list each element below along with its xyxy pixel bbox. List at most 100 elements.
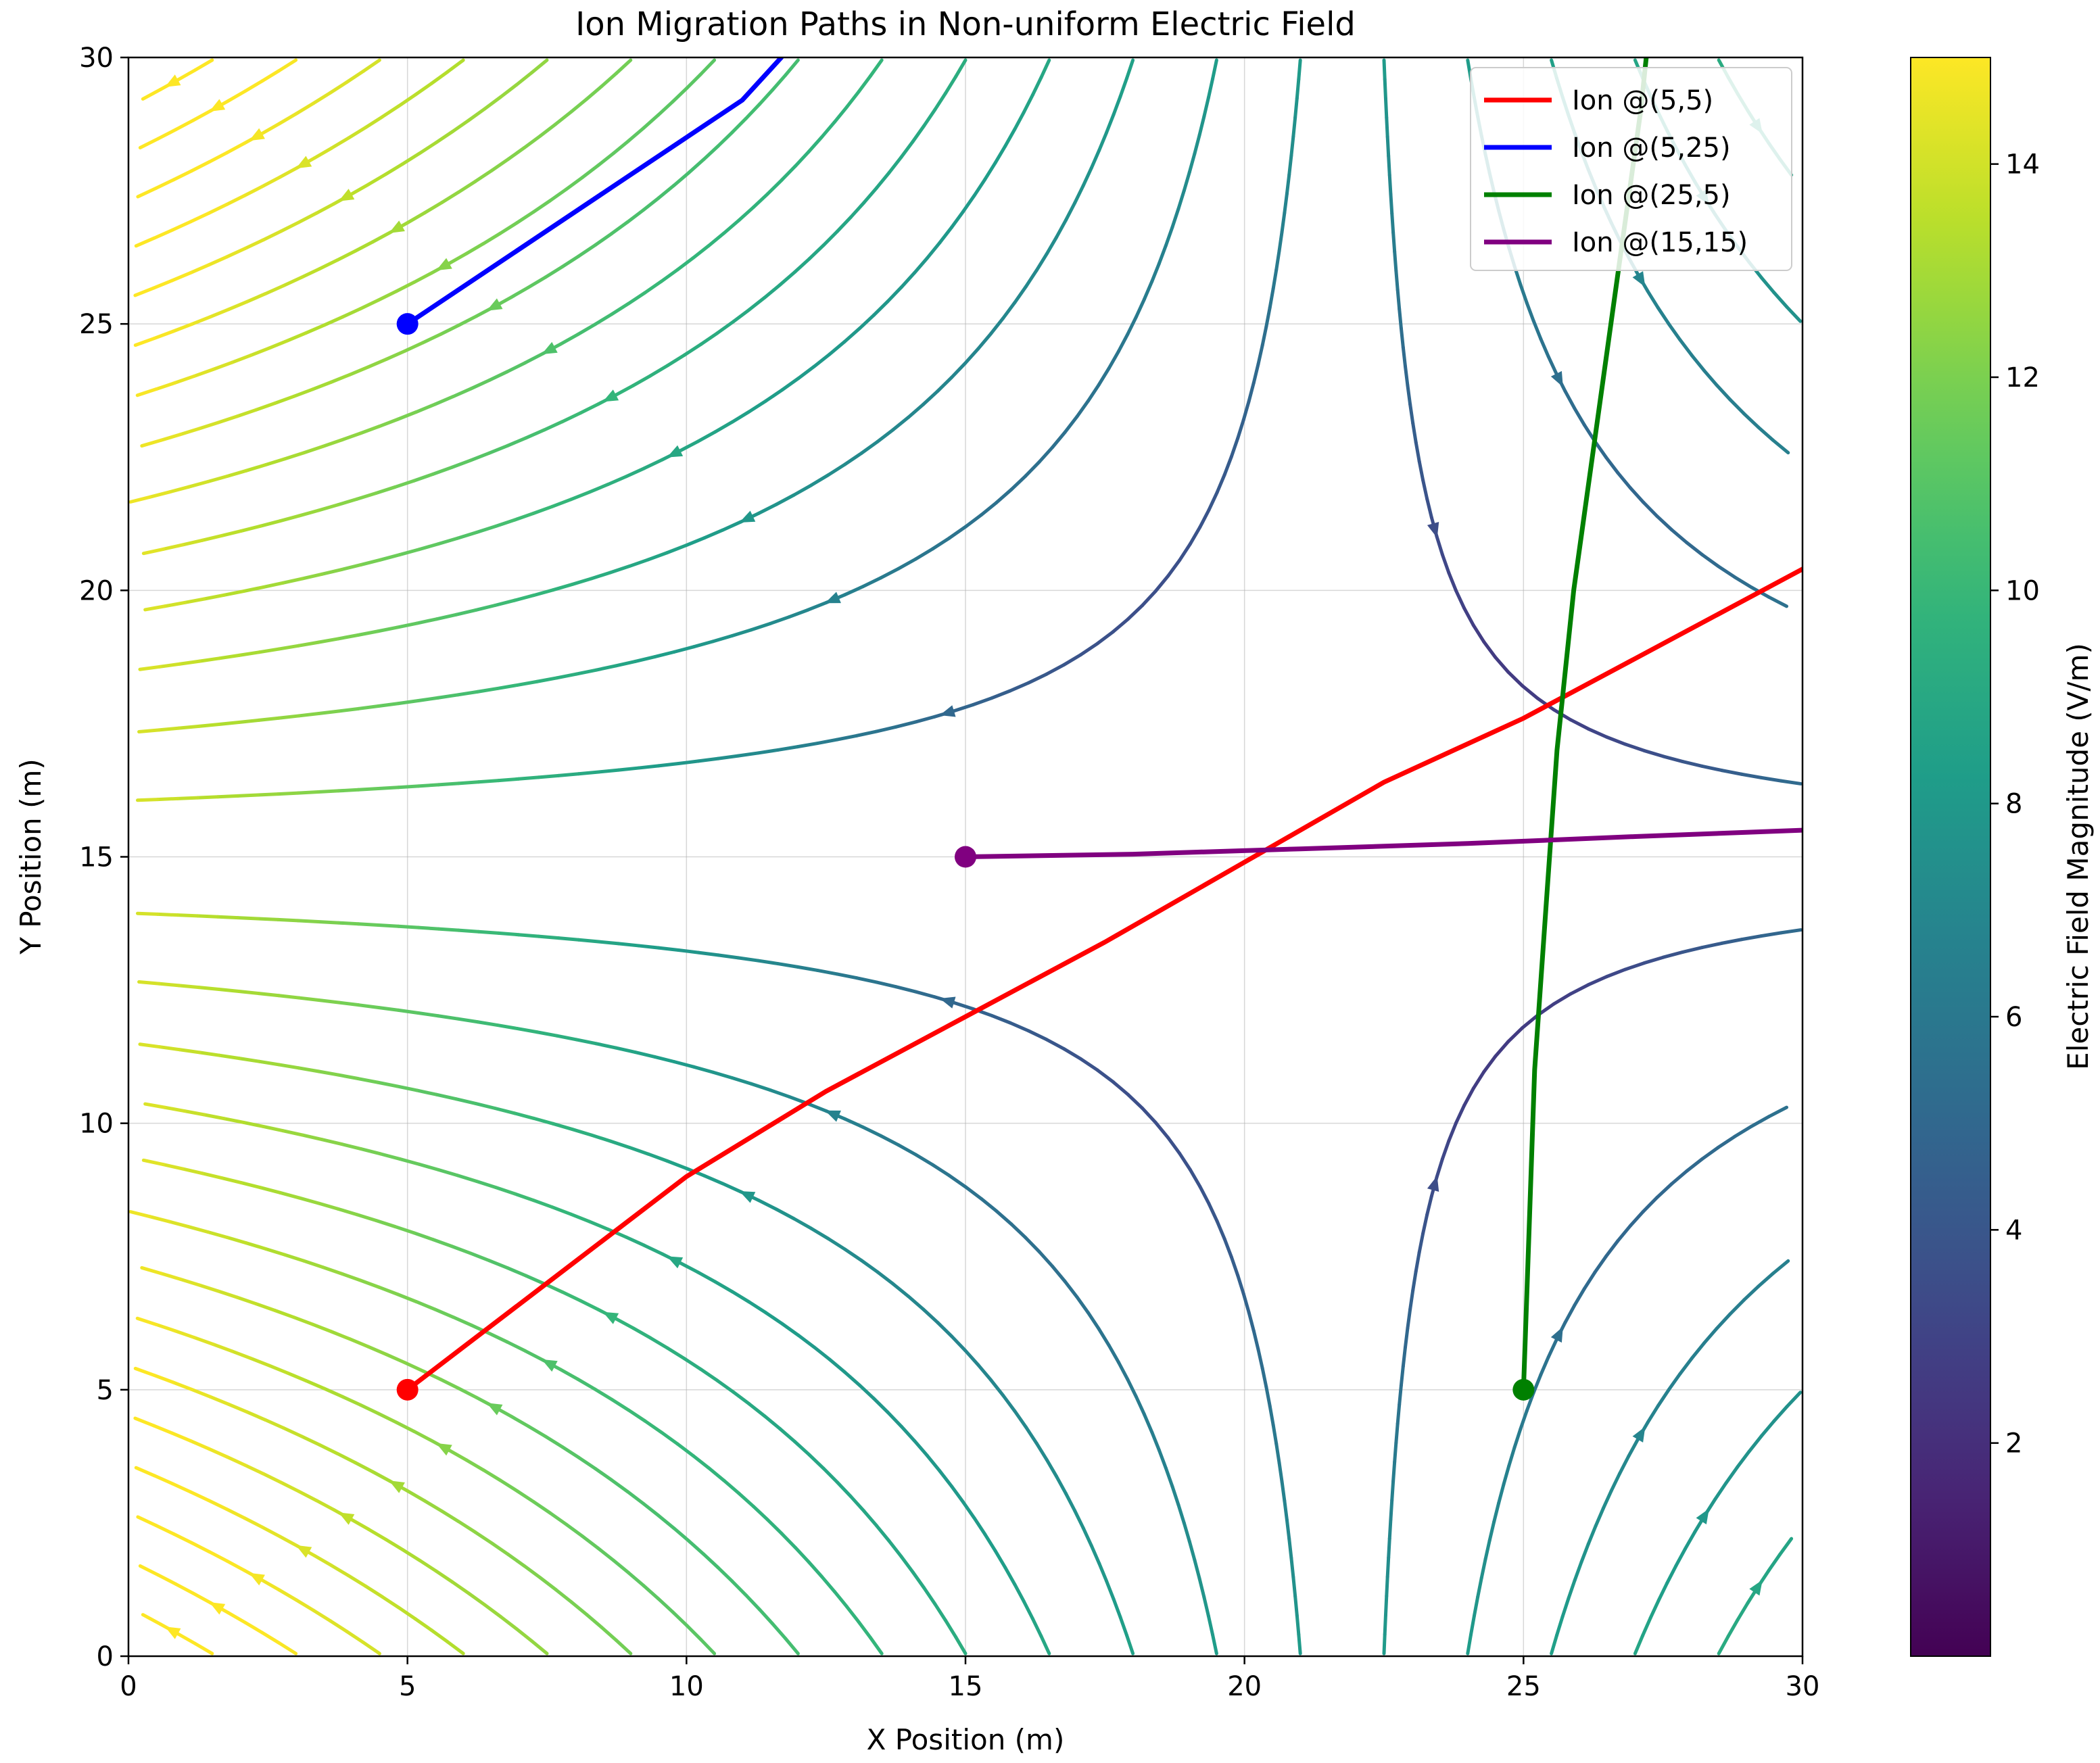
streamline-segment — [237, 1057, 261, 1063]
streamline-segment — [371, 231, 392, 244]
streamline-segment — [672, 170, 691, 187]
streamline-segment — [277, 112, 298, 126]
streamline-segment — [243, 238, 265, 251]
streamline-segment — [237, 718, 261, 724]
streamline-segment — [177, 984, 201, 990]
streamline-segment — [560, 254, 581, 269]
legend-label: Ion @(5,25) — [1572, 132, 1731, 164]
streamline-segment — [806, 600, 828, 612]
streamline-segment — [548, 1511, 569, 1526]
streamline-segment — [152, 1373, 175, 1384]
ion-path — [405, 566, 1803, 1393]
streamline-segment — [258, 1186, 282, 1194]
streamline-segment — [377, 417, 400, 429]
streamline-segment — [832, 1589, 849, 1609]
streamline-segment — [1013, 110, 1026, 131]
streamline-segment — [1182, 1521, 1191, 1543]
streamline-segment — [862, 186, 879, 205]
streamline-segment — [140, 438, 163, 448]
streamline-segment — [1573, 1286, 1586, 1307]
streamline-segment — [476, 1020, 500, 1028]
streamline-segment — [757, 502, 778, 515]
streamline-segment — [737, 206, 755, 222]
streamline-segment — [225, 468, 248, 478]
streamline-segment — [636, 764, 661, 770]
streamline-segment — [600, 72, 618, 89]
streamline-segment — [886, 285, 903, 304]
streamline-segment — [1573, 1560, 1583, 1582]
streamline-segment — [493, 1107, 517, 1115]
streamline-segment — [217, 720, 241, 726]
streamline-segment — [610, 1478, 629, 1494]
streamline-segment — [807, 135, 824, 153]
streamline-segment — [943, 1618, 957, 1639]
streamline-segment — [611, 1558, 631, 1575]
streamline-segment — [329, 372, 352, 384]
streamline-segment — [952, 1000, 975, 1011]
streamline-segment — [1215, 1219, 1226, 1241]
streamline-segment — [610, 220, 629, 236]
streamline-segment — [136, 1515, 158, 1527]
x-tick-label: 10 — [669, 1671, 704, 1702]
streamline-segment — [550, 498, 573, 508]
streamline-segment — [730, 1076, 753, 1086]
streamline-arrow — [739, 1190, 756, 1203]
streamline-segment — [358, 425, 381, 435]
streamline-segment — [496, 683, 519, 690]
streamline-segment — [328, 80, 349, 95]
streamline-segment — [1030, 1616, 1043, 1638]
streamline-segment — [950, 361, 968, 379]
streamline-segment — [555, 672, 579, 680]
streamline-segment — [254, 1302, 277, 1313]
streamline-segment — [963, 513, 983, 529]
streamline-segment — [241, 1120, 265, 1128]
streamline-segment — [128, 1209, 152, 1219]
streamline-segment — [217, 988, 241, 994]
streamline-segment — [337, 1000, 360, 1007]
streamline-segment — [606, 475, 628, 487]
streamline-segment — [627, 126, 646, 143]
streamline-segment — [336, 1207, 359, 1217]
streamline-segment — [1236, 418, 1245, 440]
streamline-segment — [148, 490, 171, 499]
streamline-segment — [244, 463, 268, 473]
streamline-segment — [1681, 946, 1704, 954]
streamline-segment — [277, 58, 298, 73]
streamline-segment — [859, 439, 880, 456]
streamline-segment — [258, 519, 282, 528]
streamline-segment — [1700, 764, 1724, 773]
streamline-segment — [1125, 1633, 1135, 1656]
streamline-segment — [222, 589, 245, 597]
streamline-segment — [396, 924, 421, 929]
streamline-segment — [641, 196, 661, 212]
streamline-segment — [417, 141, 438, 155]
streamline-segment — [1785, 305, 1803, 323]
streamline-segment — [385, 1353, 407, 1365]
streamline-segment — [487, 370, 510, 382]
streamline-segment — [1111, 1080, 1130, 1096]
streamline-segment — [1627, 1437, 1640, 1458]
streamline-segment — [396, 784, 421, 790]
streamline-arrow — [209, 1601, 226, 1615]
streamline-segment — [1387, 1518, 1393, 1541]
streamline-segment — [1778, 1537, 1794, 1556]
streamline-segment — [320, 1138, 343, 1146]
streamline-segment — [364, 115, 384, 130]
streamline-segment — [1064, 1491, 1077, 1513]
streamline-segment — [506, 1266, 528, 1278]
colorbar-tick-label: 8 — [2005, 789, 2022, 820]
streamline-segment — [257, 647, 281, 654]
streamline-segment — [152, 329, 175, 341]
streamline-segment — [1633, 1634, 1644, 1656]
streamline-segment — [277, 1641, 298, 1656]
y-axis-ticks: 0 5 10 15 20 25 30 — [79, 43, 128, 1672]
streamline-arrow — [602, 1311, 619, 1324]
streamline-segment — [627, 558, 650, 569]
streamline-segment — [857, 313, 876, 331]
streamline-segment — [403, 1361, 425, 1373]
streamline-segment — [577, 770, 600, 776]
streamline-segment — [355, 491, 378, 501]
streamline-segment — [138, 137, 160, 150]
streamline-segment — [197, 1283, 220, 1293]
streamline-arrow — [1550, 1326, 1563, 1343]
